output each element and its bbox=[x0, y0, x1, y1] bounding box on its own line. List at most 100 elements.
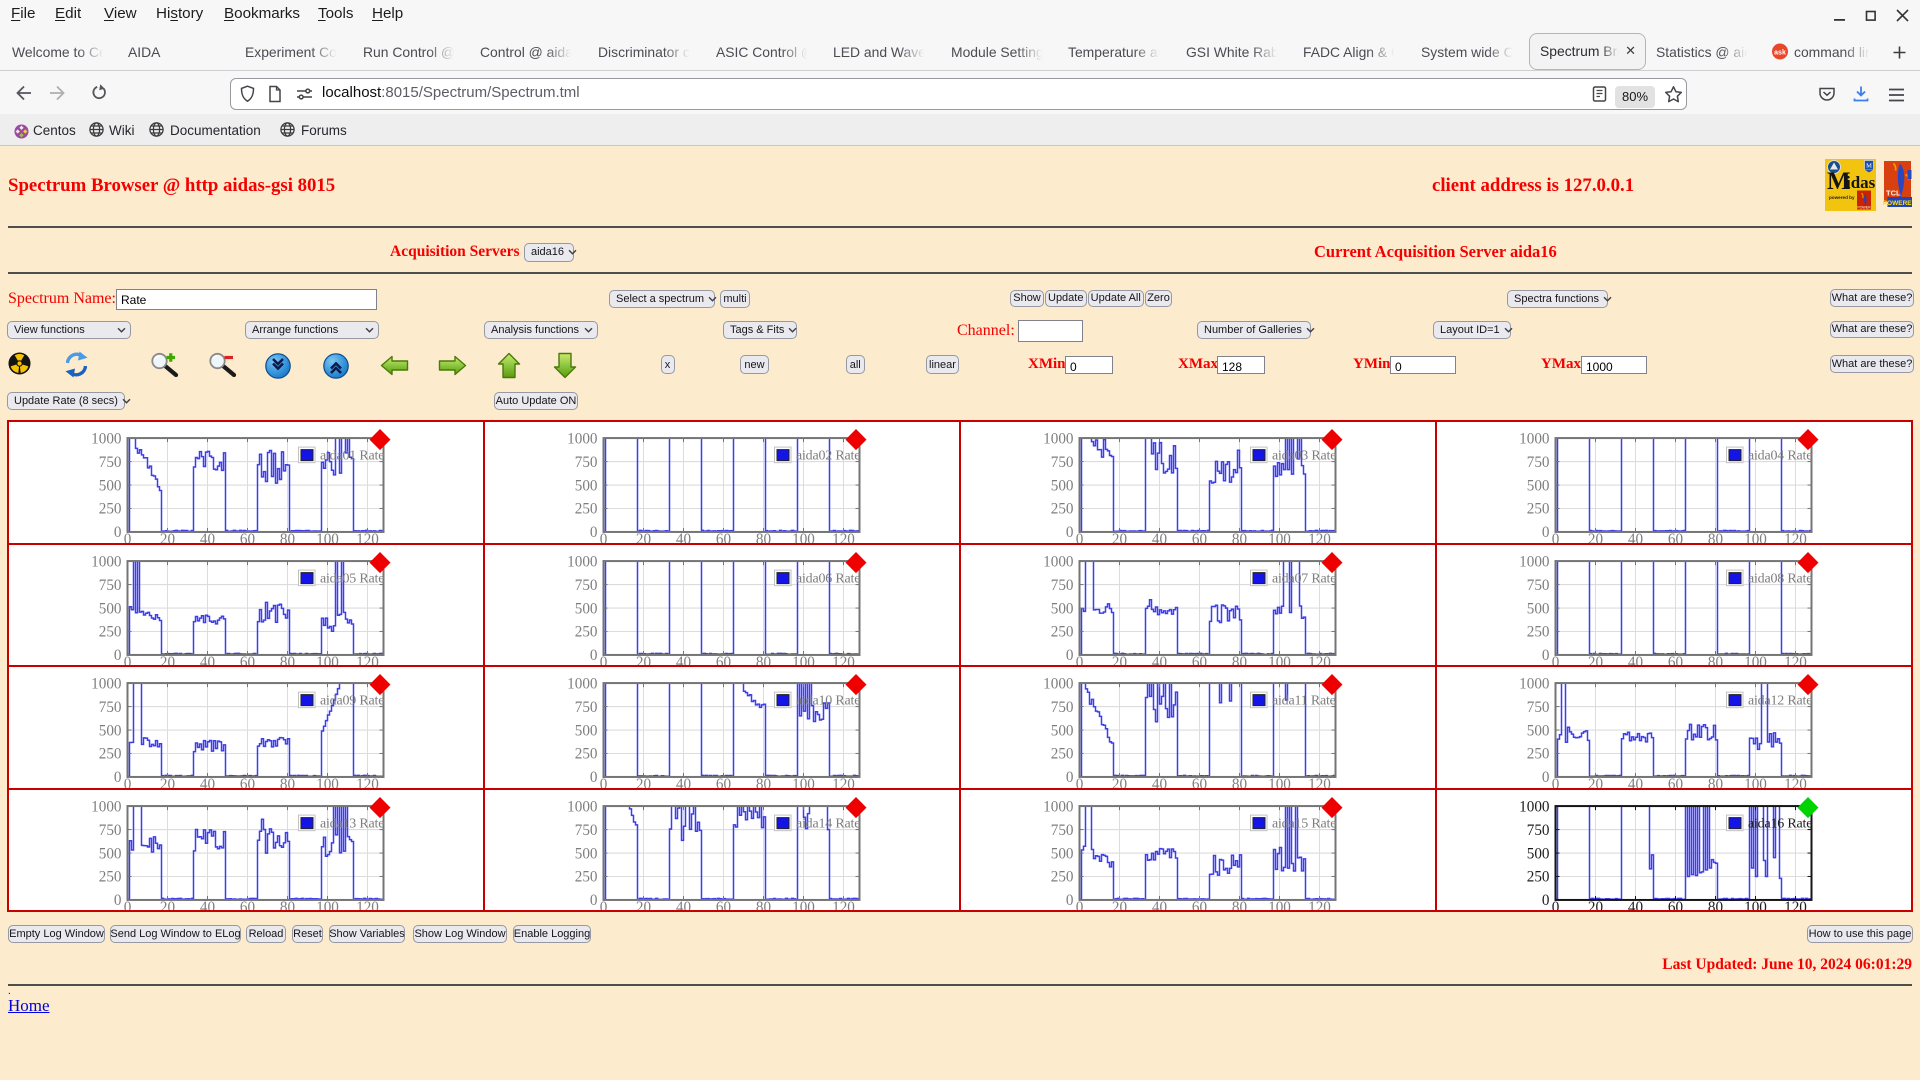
svg-text:0: 0 bbox=[1542, 892, 1550, 909]
svg-text:60: 60 bbox=[1668, 898, 1684, 910]
svg-text:500: 500 bbox=[1527, 477, 1550, 494]
svg-text:aida04 Rate: aida04 Rate bbox=[1748, 449, 1812, 464]
svg-text:500: 500 bbox=[575, 600, 598, 617]
svg-text:0: 0 bbox=[590, 892, 598, 909]
svg-text:750: 750 bbox=[1527, 699, 1550, 716]
svg-text:80: 80 bbox=[1708, 653, 1724, 665]
svg-text:750: 750 bbox=[1527, 454, 1550, 471]
svg-text:120: 120 bbox=[1308, 776, 1331, 788]
svg-text:40: 40 bbox=[1628, 653, 1644, 665]
svg-text:20: 20 bbox=[1588, 531, 1604, 543]
svg-text:60: 60 bbox=[240, 531, 256, 543]
svg-text:120: 120 bbox=[1308, 898, 1331, 910]
svg-text:120: 120 bbox=[1784, 898, 1807, 910]
svg-text:250: 250 bbox=[575, 868, 598, 885]
svg-text:60: 60 bbox=[1192, 531, 1208, 543]
svg-text:20: 20 bbox=[636, 898, 652, 910]
svg-text:80: 80 bbox=[1232, 653, 1248, 665]
svg-text:120: 120 bbox=[1308, 653, 1331, 665]
svg-text:60: 60 bbox=[716, 776, 732, 788]
svg-text:40: 40 bbox=[1628, 898, 1644, 910]
svg-text:750: 750 bbox=[1051, 821, 1074, 838]
svg-text:0: 0 bbox=[1552, 531, 1560, 543]
svg-text:250: 250 bbox=[1527, 501, 1550, 518]
svg-text:0: 0 bbox=[600, 653, 608, 665]
svg-text:40: 40 bbox=[200, 776, 216, 788]
svg-text:750: 750 bbox=[1527, 576, 1550, 593]
svg-text:100: 100 bbox=[1744, 531, 1767, 543]
svg-text:1000: 1000 bbox=[567, 798, 598, 815]
svg-text:aida02 Rate: aida02 Rate bbox=[796, 449, 860, 464]
svg-text:750: 750 bbox=[575, 699, 598, 716]
svg-text:60: 60 bbox=[1668, 531, 1684, 543]
svg-text:100: 100 bbox=[316, 531, 339, 543]
svg-text:120: 120 bbox=[832, 531, 855, 543]
svg-text:250: 250 bbox=[99, 746, 122, 763]
svg-text:750: 750 bbox=[99, 699, 122, 716]
svg-text:40: 40 bbox=[676, 898, 692, 910]
svg-text:POWER: POWER bbox=[1857, 206, 1871, 210]
svg-text:1000: 1000 bbox=[567, 430, 598, 447]
svg-text:750: 750 bbox=[99, 454, 122, 471]
svg-text:500: 500 bbox=[99, 722, 122, 739]
svg-text:500: 500 bbox=[1051, 600, 1074, 617]
svg-text:ask: ask bbox=[1774, 50, 1786, 57]
svg-text:100: 100 bbox=[1268, 898, 1291, 910]
svg-text:0: 0 bbox=[124, 776, 132, 788]
svg-text:1000: 1000 bbox=[567, 553, 598, 570]
svg-text:0: 0 bbox=[1076, 898, 1084, 910]
svg-text:aida14 Rate: aida14 Rate bbox=[796, 816, 860, 831]
svg-text:0: 0 bbox=[124, 531, 132, 543]
svg-text:500: 500 bbox=[1051, 477, 1074, 494]
svg-text:500: 500 bbox=[575, 722, 598, 739]
svg-text:60: 60 bbox=[1192, 776, 1208, 788]
svg-text:0: 0 bbox=[124, 653, 132, 665]
svg-text:20: 20 bbox=[160, 653, 176, 665]
svg-text:1000: 1000 bbox=[91, 675, 122, 692]
svg-text:40: 40 bbox=[676, 776, 692, 788]
svg-text:60: 60 bbox=[240, 898, 256, 910]
svg-text:80: 80 bbox=[280, 776, 296, 788]
svg-text:0: 0 bbox=[1066, 769, 1074, 786]
svg-text:80: 80 bbox=[280, 898, 296, 910]
svg-text:20: 20 bbox=[160, 898, 176, 910]
svg-text:100: 100 bbox=[1744, 776, 1767, 788]
svg-text:100: 100 bbox=[316, 898, 339, 910]
svg-text:0: 0 bbox=[1076, 653, 1084, 665]
svg-text:40: 40 bbox=[1152, 531, 1168, 543]
svg-text:80: 80 bbox=[1232, 898, 1248, 910]
svg-text:120: 120 bbox=[356, 531, 379, 543]
svg-text:aida13 Rate: aida13 Rate bbox=[320, 816, 384, 831]
svg-text:20: 20 bbox=[636, 531, 652, 543]
svg-text:250: 250 bbox=[1527, 623, 1550, 640]
svg-text:500: 500 bbox=[99, 845, 122, 862]
svg-text:M: M bbox=[1866, 163, 1872, 170]
svg-text:idas: idas bbox=[1846, 173, 1876, 192]
svg-text:aida12 Rate: aida12 Rate bbox=[1748, 694, 1812, 709]
svg-text:100: 100 bbox=[792, 531, 815, 543]
svg-text:20: 20 bbox=[1112, 653, 1128, 665]
svg-text:powered by: powered by bbox=[1829, 195, 1855, 200]
svg-text:0: 0 bbox=[1542, 524, 1550, 541]
svg-text:20: 20 bbox=[1588, 653, 1604, 665]
svg-text:1000: 1000 bbox=[1043, 675, 1074, 692]
svg-text:500: 500 bbox=[99, 600, 122, 617]
svg-text:aida07 Rate: aida07 Rate bbox=[1272, 571, 1336, 586]
svg-text:500: 500 bbox=[99, 477, 122, 494]
svg-text:120: 120 bbox=[832, 653, 855, 665]
svg-text:80: 80 bbox=[756, 653, 772, 665]
svg-text:20: 20 bbox=[160, 776, 176, 788]
svg-text:1000: 1000 bbox=[1043, 553, 1074, 570]
svg-text:250: 250 bbox=[1051, 868, 1074, 885]
svg-text:1000: 1000 bbox=[1043, 430, 1074, 447]
svg-text:0: 0 bbox=[590, 524, 598, 541]
svg-text:80: 80 bbox=[756, 776, 772, 788]
svg-text:aida11 Rate: aida11 Rate bbox=[1272, 694, 1336, 709]
svg-text:100: 100 bbox=[1268, 531, 1291, 543]
svg-text:80: 80 bbox=[1708, 531, 1724, 543]
svg-text:20: 20 bbox=[636, 653, 652, 665]
svg-text:250: 250 bbox=[1051, 746, 1074, 763]
svg-text:60: 60 bbox=[240, 776, 256, 788]
svg-text:60: 60 bbox=[1192, 653, 1208, 665]
svg-text:1000: 1000 bbox=[567, 675, 598, 692]
